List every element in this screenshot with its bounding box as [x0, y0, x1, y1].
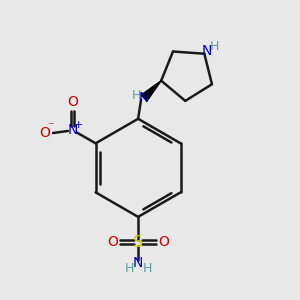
Text: N: N — [67, 123, 78, 137]
Text: O: O — [107, 235, 118, 249]
Text: N: N — [133, 256, 143, 270]
Text: S: S — [133, 235, 143, 250]
Text: O: O — [67, 95, 78, 110]
Text: +: + — [74, 120, 84, 130]
Text: H: H — [210, 40, 219, 53]
Text: O: O — [39, 126, 50, 140]
Text: N: N — [202, 44, 212, 58]
Text: N: N — [139, 91, 149, 105]
Text: H: H — [142, 262, 152, 275]
Text: ⁻: ⁻ — [47, 121, 53, 134]
Text: O: O — [158, 235, 169, 249]
Text: H: H — [132, 88, 141, 101]
Polygon shape — [141, 81, 161, 101]
Text: H: H — [124, 262, 134, 275]
